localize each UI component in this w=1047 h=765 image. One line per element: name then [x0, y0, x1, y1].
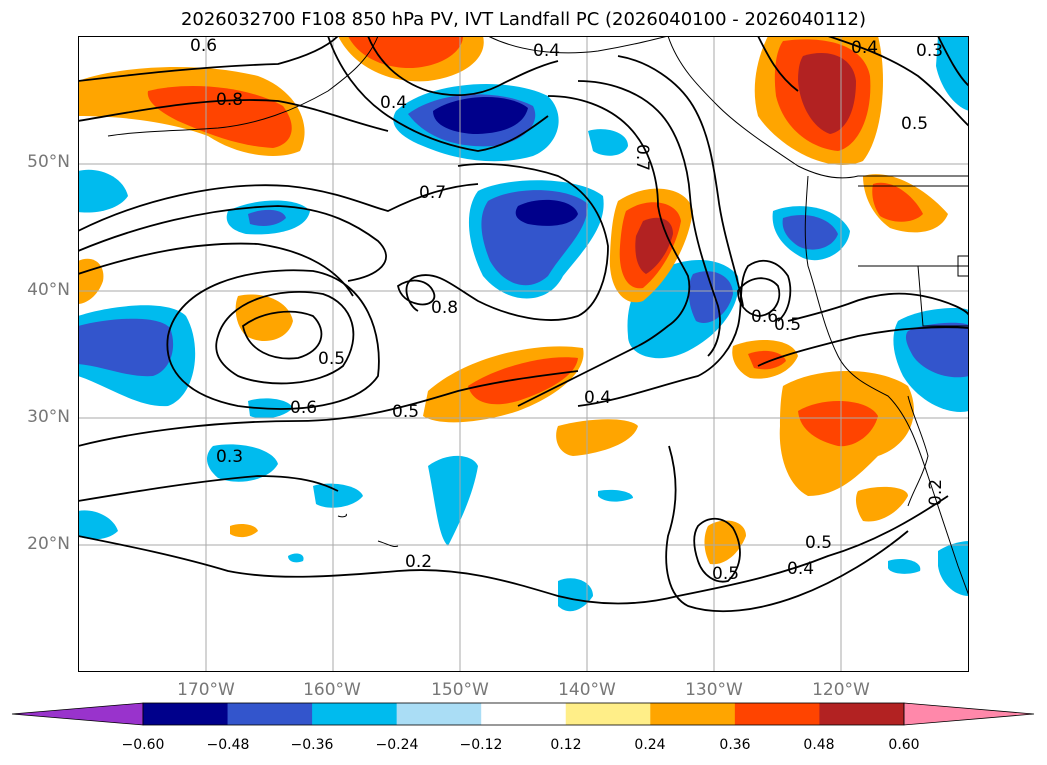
contour-label: 0.4 [787, 559, 815, 579]
contour-label: 0.6 [290, 398, 318, 418]
positive-anomaly-region [635, 217, 673, 274]
negative-anomaly-region [888, 559, 921, 574]
contour-label: 0.6 [190, 36, 218, 56]
contour-label: 0.5 [805, 533, 833, 553]
colorbar-segment [819, 703, 905, 725]
map-canvas [78, 36, 969, 672]
colorbar-tick: 0.60 [888, 737, 920, 753]
lat-label-40n: 40°N [27, 280, 70, 300]
colorbar-tick: −0.60 [121, 737, 165, 753]
gridlines [78, 36, 969, 672]
positive-anomaly-region [147, 86, 292, 148]
positive-anomaly-region [348, 36, 463, 69]
negative-anomaly-region [433, 97, 528, 134]
negative-anomaly-region [558, 578, 593, 612]
contour-label: 0.5 [318, 349, 346, 369]
lat-label-20n: 20°N [27, 534, 70, 554]
contour-label: 0.7 [632, 144, 652, 172]
contour-label: 0.4 [533, 41, 561, 61]
colorbar-tick: 0.12 [550, 737, 582, 753]
contour-label: 0.5 [712, 564, 740, 584]
positive-anomaly-region [855, 486, 908, 522]
positive-anomaly-region [235, 294, 293, 341]
negative-anomaly-region [782, 214, 838, 250]
colorbar-tick: 0.24 [634, 737, 666, 753]
contour-label: 0.5 [774, 315, 802, 335]
negative-anomaly-region [78, 510, 118, 540]
colorbar-extend-min [11, 702, 144, 726]
contour-label: 0.4 [584, 388, 612, 408]
map-title: 2026032700 F108 850 hPa PV, IVT Landfall… [180, 9, 867, 30]
lat-label-30n: 30°N [27, 407, 70, 427]
colorbar-segment [396, 703, 482, 725]
colorbar-tick: 0.48 [803, 737, 835, 753]
contour-label: 0.3 [916, 41, 944, 61]
lon-label-150w: 150°W [431, 680, 489, 700]
colorbar-tick: −0.48 [206, 737, 250, 753]
colorbar-tick: 0.36 [719, 737, 751, 753]
contour-label: 0.5 [392, 402, 420, 422]
contour-label: 0.2 [926, 478, 946, 506]
negative-anomaly-region [288, 553, 304, 563]
colorbar [11, 702, 1035, 726]
contour-label: 0.8 [216, 90, 244, 110]
negative-anomaly-region [598, 489, 633, 502]
negative-anomaly-region [588, 129, 628, 156]
lon-label-140w: 140°W [558, 680, 616, 700]
colorbar-extend-max [903, 702, 1035, 726]
contour-label: 0.2 [405, 552, 433, 572]
colorbar-segment [734, 703, 820, 725]
coastlines [107, 36, 969, 597]
lon-label-120w: 120°W [812, 680, 870, 700]
colorbar-tick: −0.24 [375, 737, 419, 753]
lat-label-50n: 50°N [27, 152, 70, 172]
contour-label: 0.5 [901, 114, 929, 134]
colorbar-segment [650, 703, 736, 725]
negative-anomaly-region [206, 444, 278, 482]
colorbar-segments [11, 702, 1035, 726]
negative-anomaly-region [688, 271, 733, 323]
colorbar-segment [565, 703, 651, 725]
lon-label-160w: 160°W [303, 680, 361, 700]
map-panel: 0.6 0.8 0.4 0.4 0.4 0.3 0.5 0.7 0.7 0.8 … [78, 36, 969, 672]
contour-label: 0.4 [380, 93, 408, 113]
negative-anomaly-region [78, 318, 174, 377]
colorbar-tick: −0.12 [459, 737, 503, 753]
contour-label: 0.4 [851, 38, 879, 58]
colorbar-frame [142, 702, 905, 726]
lon-label-130w: 130°W [685, 680, 743, 700]
negative-anomaly-region [905, 322, 969, 378]
positive-anomaly-region [748, 350, 786, 370]
negative-anomaly-region [313, 483, 363, 508]
colorbar-segment [312, 703, 398, 725]
contour-label: 0.3 [216, 447, 244, 467]
colorbar-segment [143, 703, 229, 725]
positive-anomaly-region [230, 523, 258, 538]
negative-anomaly-region [78, 169, 128, 213]
colorbar-segment [227, 703, 313, 725]
negative-anomaly-region [938, 541, 969, 596]
anomaly-fills [78, 36, 969, 612]
positive-anomaly-region [798, 400, 878, 447]
colorbar-tick: −0.36 [290, 737, 334, 753]
negative-anomaly-region [515, 199, 578, 226]
contour-label: 0.7 [419, 183, 447, 203]
pv-contours [78, 36, 969, 613]
positive-anomaly-region [78, 258, 104, 304]
lon-label-170w: 170°W [177, 680, 235, 700]
positive-anomaly-region [468, 357, 578, 405]
negative-anomaly-region [428, 455, 478, 546]
contour-label: 0.6 [751, 307, 779, 327]
contour-label: 0.8 [431, 298, 459, 318]
positive-anomaly-region [872, 182, 923, 222]
positive-anomaly-region [556, 419, 638, 456]
colorbar-segment [481, 703, 567, 725]
negative-anomaly-region [248, 209, 286, 226]
negative-anomaly-region [936, 36, 969, 111]
